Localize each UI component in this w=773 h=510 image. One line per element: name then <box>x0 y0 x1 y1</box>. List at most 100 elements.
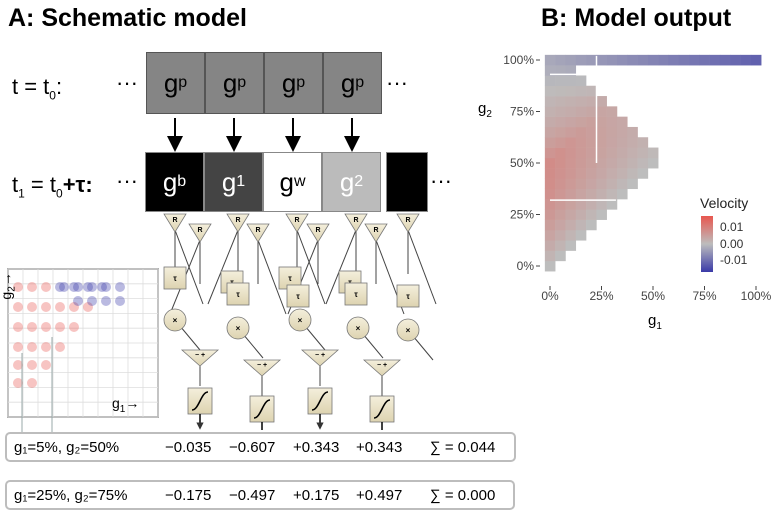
receptor-node: R <box>226 213 250 233</box>
heatmap-cell <box>555 96 566 107</box>
heatmap-cell <box>586 199 597 210</box>
svg-text:τ: τ <box>296 292 300 301</box>
value-row-box <box>5 432 516 462</box>
svg-text:τ: τ <box>348 278 352 287</box>
heatmap-cell <box>606 116 618 128</box>
heatmap-cell <box>544 116 556 128</box>
heatmap-cell <box>647 147 659 159</box>
y-tick-label: 75% <box>510 105 534 119</box>
heatmap-cell <box>555 147 566 159</box>
inset-dot <box>27 378 37 388</box>
heatmap-cell <box>555 250 566 262</box>
heatmap-cell <box>616 147 628 159</box>
heatmap-cell <box>544 126 556 138</box>
heatmap-cell <box>637 157 649 169</box>
heatmap-cell <box>565 209 577 220</box>
sum-node: − + <box>242 359 282 377</box>
heatmap-cell <box>555 219 566 231</box>
heatmap-cell <box>596 126 607 138</box>
heatmap-cell <box>565 126 577 138</box>
heatmap-cell <box>616 116 628 128</box>
heatmap-cell <box>606 157 618 169</box>
value-row-label: g₁=5%, g₂=50% <box>14 439 120 456</box>
value-row-sum: ∑ = 0.044 <box>430 439 496 456</box>
receptor-node: R <box>285 213 309 233</box>
delay-node: τ <box>344 282 368 306</box>
svg-text:τ: τ <box>288 274 292 283</box>
sigmoid-node <box>307 387 333 430</box>
value-row-box <box>5 480 515 510</box>
row0-ellipsis-right: ··· <box>386 70 408 95</box>
svg-text:R: R <box>373 227 378 234</box>
inset-dot <box>55 282 65 292</box>
heatmap-cell <box>544 106 556 117</box>
heatmap-cell <box>616 54 628 66</box>
x-tick-label: 75% <box>692 289 716 303</box>
heatmap-cell <box>555 157 566 169</box>
heatmap-cell <box>544 96 556 107</box>
multiply-node: × <box>346 316 370 340</box>
inset-dot <box>13 360 23 370</box>
svg-text:R: R <box>197 227 202 234</box>
heatmap-cell <box>555 168 566 179</box>
inset-dot <box>41 302 51 312</box>
heatmap-cell <box>606 126 618 138</box>
heatmap-cell <box>575 219 587 231</box>
svg-text:×: × <box>298 316 303 325</box>
y-tick-label: 100% <box>503 53 534 67</box>
heatmap-cell <box>575 96 587 107</box>
inset-scatter <box>7 268 159 453</box>
svg-text:R: R <box>353 217 358 224</box>
heatmap-cell <box>596 137 607 148</box>
heatmap-cell <box>586 54 597 66</box>
heatmap-cell <box>565 199 577 210</box>
heatmap-cell <box>616 157 628 169</box>
svg-text:τ: τ <box>354 290 358 299</box>
heatmap-cell <box>544 240 556 251</box>
heatmap-cell <box>730 54 741 66</box>
heatmap-cell <box>616 126 628 138</box>
inset-dot <box>27 282 37 292</box>
legend-title: Velocity <box>700 195 748 211</box>
receptor-node: R <box>163 213 187 233</box>
heatmap-cell <box>586 219 597 231</box>
heatmap-cell <box>544 178 556 190</box>
heatmap-cell <box>544 65 556 76</box>
heatmap-cell <box>565 229 577 241</box>
network-schematic: R R R R RR R R Rτ τ τ τττ τ τ×××× ×− +− +− +− + <box>163 118 437 430</box>
receptor-node: R <box>306 223 330 243</box>
bottom-cell-blank <box>386 152 428 212</box>
heatmap-cell <box>544 199 556 210</box>
receptor-node: R <box>246 223 270 243</box>
multiply-node: × <box>226 316 250 340</box>
heatmap-cell <box>606 137 618 148</box>
heatmap-cell <box>709 54 721 66</box>
heatmap-cell <box>596 168 607 179</box>
sum-node: − + <box>362 359 402 377</box>
inset-dot <box>73 282 83 292</box>
inset-dot <box>13 322 23 332</box>
heatmap-cell <box>637 147 649 159</box>
heatmap-cell <box>647 54 659 66</box>
heatmap-cell <box>658 54 669 66</box>
heatmap-cell <box>627 157 638 169</box>
value-row-label: g₁=25%, g₂=75% <box>14 487 128 504</box>
y-tick-label: 25% <box>510 208 534 222</box>
value-row-value: −0.175 <box>165 487 212 504</box>
heatmap-cell <box>637 168 649 179</box>
heatmap-cell <box>627 137 638 148</box>
heatmap-cell <box>555 178 566 190</box>
heatmap-cell <box>544 147 556 159</box>
inset-dot <box>27 302 37 312</box>
sigmoid-node <box>249 395 275 430</box>
heatmap-cell <box>544 85 556 97</box>
legend-tick-label: 0.00 <box>720 237 744 251</box>
x-tick-label: 25% <box>589 289 613 303</box>
svg-text:− +: − + <box>195 352 205 359</box>
heatmap-cell <box>586 96 597 107</box>
heatmap-cell <box>596 106 607 117</box>
heatmap-cell <box>544 209 556 220</box>
heatmap-cell <box>565 96 577 107</box>
